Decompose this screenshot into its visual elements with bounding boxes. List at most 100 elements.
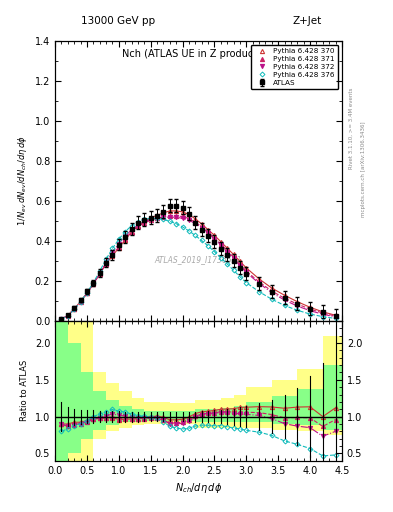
Pythia 6.428 370 xyxy=(320,309,325,315)
Pythia 6.428 372 xyxy=(142,219,147,225)
Pythia 6.428 372 xyxy=(59,316,64,322)
Pythia 6.428 372 xyxy=(136,222,140,228)
Pythia 6.428 371 xyxy=(212,235,217,241)
Pythia 6.428 376 xyxy=(104,256,108,262)
Pythia 6.428 370 xyxy=(129,229,134,235)
Pythia 6.428 376 xyxy=(65,313,70,319)
Pythia 6.428 371 xyxy=(320,310,325,316)
Pythia 6.428 372 xyxy=(180,215,185,221)
Pythia 6.428 370 xyxy=(97,271,102,277)
Pythia 6.428 370 xyxy=(282,292,287,298)
Pythia 6.428 371 xyxy=(78,299,83,305)
Pythia 6.428 371 xyxy=(148,217,153,223)
Pythia 6.428 372 xyxy=(193,221,198,227)
Pythia 6.428 376 xyxy=(142,216,147,222)
Pythia 6.428 371 xyxy=(155,216,160,222)
Text: Nch (ATLAS UE in Z production): Nch (ATLAS UE in Z production) xyxy=(121,49,275,59)
Pythia 6.428 371 xyxy=(136,223,140,229)
Pythia 6.428 376 xyxy=(333,315,338,322)
Pythia 6.428 372 xyxy=(104,260,108,266)
Pythia 6.428 372 xyxy=(78,299,83,305)
Pythia 6.428 376 xyxy=(219,254,223,261)
Pythia 6.428 370 xyxy=(110,253,115,259)
Pythia 6.428 372 xyxy=(148,217,153,223)
Pythia 6.428 372 xyxy=(333,314,338,320)
Pythia 6.428 372 xyxy=(174,214,178,220)
Pythia 6.428 371 xyxy=(97,271,102,277)
Pythia 6.428 372 xyxy=(244,269,249,275)
Pythia 6.428 371 xyxy=(219,241,223,247)
Pythia 6.428 371 xyxy=(193,219,198,225)
Text: Rivet 3.1.10, >= 3.4M events: Rivet 3.1.10, >= 3.4M events xyxy=(349,88,354,168)
Pythia 6.428 370 xyxy=(148,215,153,221)
Pythia 6.428 371 xyxy=(129,229,134,235)
Pythia 6.428 376 xyxy=(123,229,127,235)
Pythia 6.428 372 xyxy=(212,236,217,242)
Pythia 6.428 372 xyxy=(308,308,312,314)
Pythia 6.428 371 xyxy=(199,224,204,230)
Pythia 6.428 376 xyxy=(129,223,134,229)
Pythia 6.428 372 xyxy=(295,303,299,309)
Pythia 6.428 370 xyxy=(237,258,242,264)
Pythia 6.428 372 xyxy=(199,225,204,231)
Pythia 6.428 371 xyxy=(161,214,166,220)
Pythia 6.428 372 xyxy=(72,306,77,312)
Pythia 6.428 370 xyxy=(308,304,312,310)
Pythia 6.428 371 xyxy=(110,252,115,258)
Pythia 6.428 376 xyxy=(97,268,102,274)
Pythia 6.428 372 xyxy=(225,249,230,255)
Pythia 6.428 370 xyxy=(59,316,64,322)
Pythia 6.428 376 xyxy=(91,280,95,286)
Pythia 6.428 376 xyxy=(59,316,64,323)
Pythia 6.428 370 xyxy=(91,281,95,287)
Pythia 6.428 370 xyxy=(206,227,210,233)
Pythia 6.428 370 xyxy=(167,208,172,214)
Text: Z+Jet: Z+Jet xyxy=(293,15,322,26)
Pythia 6.428 371 xyxy=(59,316,64,322)
Text: 13000 GeV pp: 13000 GeV pp xyxy=(81,15,155,26)
Pythia 6.428 370 xyxy=(142,218,147,224)
Pythia 6.428 371 xyxy=(244,268,249,274)
Pythia 6.428 372 xyxy=(231,255,236,262)
Pythia 6.428 370 xyxy=(225,245,230,251)
Pythia 6.428 370 xyxy=(104,261,108,267)
Y-axis label: $1/N_{ev}\,dN_{ev}/dN_{ch}/d\eta\,d\phi$: $1/N_{ev}\,dN_{ev}/dN_{ch}/d\eta\,d\phi$ xyxy=(16,135,29,226)
Pythia 6.428 372 xyxy=(161,214,166,220)
Pythia 6.428 370 xyxy=(180,209,185,215)
Pythia 6.428 372 xyxy=(270,290,274,296)
Pythia 6.428 370 xyxy=(161,210,166,216)
Pythia 6.428 376 xyxy=(148,215,153,221)
Pythia 6.428 376 xyxy=(320,313,325,319)
Pythia 6.428 370 xyxy=(174,208,178,214)
Pythia 6.428 372 xyxy=(257,280,261,286)
Pythia 6.428 370 xyxy=(187,211,191,218)
Pythia 6.428 371 xyxy=(206,229,210,235)
Pythia 6.428 370 xyxy=(72,306,77,312)
Pythia 6.428 376 xyxy=(199,238,204,244)
Pythia 6.428 371 xyxy=(225,247,230,253)
Pythia 6.428 372 xyxy=(91,281,95,287)
Pythia 6.428 376 xyxy=(225,261,230,267)
Pythia 6.428 376 xyxy=(155,216,160,222)
Pythia 6.428 372 xyxy=(219,242,223,248)
Pythia 6.428 371 xyxy=(72,306,77,312)
Pythia 6.428 376 xyxy=(270,296,274,302)
Pythia 6.428 370 xyxy=(244,265,249,271)
Pythia 6.428 376 xyxy=(187,228,191,234)
Pythia 6.428 370 xyxy=(257,276,261,282)
Pythia 6.428 370 xyxy=(199,221,204,227)
Pythia 6.428 371 xyxy=(231,254,236,260)
Pythia 6.428 376 xyxy=(110,245,115,251)
Pythia 6.428 371 xyxy=(174,213,178,219)
Pythia 6.428 372 xyxy=(65,313,70,319)
Pythia 6.428 371 xyxy=(142,220,147,226)
Pythia 6.428 376 xyxy=(257,289,261,295)
Pythia 6.428 371 xyxy=(104,261,108,267)
Pythia 6.428 370 xyxy=(116,245,121,251)
X-axis label: $N_{ch}/d\eta\,d\phi$: $N_{ch}/d\eta\,d\phi$ xyxy=(175,481,222,495)
Pythia 6.428 376 xyxy=(180,224,185,230)
Pythia 6.428 371 xyxy=(116,244,121,250)
Pythia 6.428 372 xyxy=(123,233,127,239)
Text: mcplots.cern.ch [arXiv:1306.3436]: mcplots.cern.ch [arXiv:1306.3436] xyxy=(361,121,366,217)
Line: Pythia 6.428 372: Pythia 6.428 372 xyxy=(59,215,338,321)
